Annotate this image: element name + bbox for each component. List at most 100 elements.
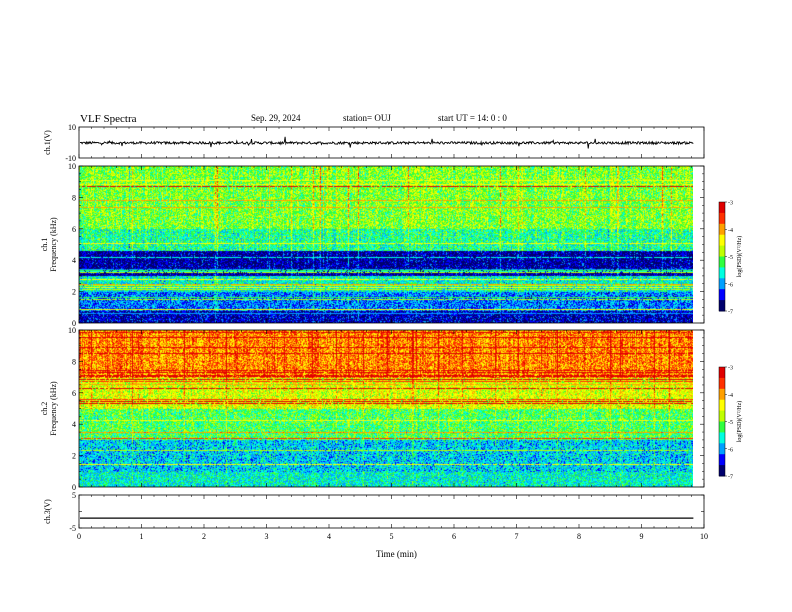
colorbar-segment bbox=[719, 390, 725, 393]
ch3-ytick-label: 2 bbox=[72, 452, 76, 461]
colorbar-segment bbox=[719, 209, 725, 212]
x-tick-label: 0 bbox=[77, 532, 81, 541]
colorbar-segment bbox=[719, 300, 725, 303]
colorbar-segment bbox=[719, 436, 725, 439]
colorbar-segment bbox=[719, 416, 725, 419]
x-tick-label: 4 bbox=[327, 532, 331, 541]
colorbar-segment bbox=[719, 303, 725, 307]
colorbar-segment bbox=[719, 445, 725, 448]
colorbar-tick-label: -6 bbox=[728, 282, 733, 288]
colorbar-segment bbox=[719, 265, 725, 268]
spectrogram-ch2 bbox=[79, 166, 693, 323]
colorbar-segment bbox=[719, 392, 725, 395]
colorbar-segment bbox=[719, 205, 725, 208]
colorbar-segment bbox=[719, 452, 725, 455]
colorbar-segment bbox=[719, 457, 725, 461]
date-label: Sep. 29, 2024 bbox=[251, 113, 301, 123]
colorbar-segment bbox=[719, 281, 725, 285]
colorbar-segment bbox=[719, 370, 725, 373]
colorbar-segment bbox=[719, 278, 725, 281]
colorbar-segment bbox=[719, 218, 725, 221]
colorbar-segment bbox=[719, 386, 725, 390]
colorbar-segment bbox=[719, 296, 725, 299]
colorbar-segment bbox=[719, 446, 725, 450]
ch3-y-axis-label: ch.3(V) bbox=[43, 499, 52, 524]
chart-title: VLF Spectra bbox=[80, 113, 137, 125]
colorbar-segment bbox=[719, 368, 725, 372]
colorbar-segment bbox=[719, 414, 725, 417]
ch3-ytick-label: -5 bbox=[69, 524, 76, 533]
ch2-ytick-label: 2 bbox=[72, 288, 76, 297]
colorbar-segment bbox=[719, 437, 725, 441]
x-tick-label: 6 bbox=[452, 532, 456, 541]
colorbar-segment bbox=[719, 280, 725, 283]
colorbar-segment bbox=[719, 376, 725, 379]
colorbar-segment bbox=[719, 258, 725, 261]
ch3-ytick-label: 10 bbox=[68, 326, 76, 335]
colorbar-segment bbox=[719, 430, 725, 433]
ch3-panel-label: ch.2 bbox=[40, 402, 49, 416]
ch2-panel-label: ch.1 bbox=[40, 238, 49, 252]
colorbar-segment bbox=[719, 245, 725, 248]
colorbar-segment bbox=[719, 468, 725, 472]
colorbar-segment bbox=[719, 439, 725, 442]
colorbar-segment bbox=[719, 232, 725, 236]
colorbar-segment bbox=[719, 229, 725, 232]
colorbar-segment bbox=[719, 272, 725, 276]
x-tick-label: 10 bbox=[700, 532, 708, 541]
colorbar-tick-label: -6 bbox=[728, 447, 733, 453]
colorbar-segment bbox=[719, 220, 725, 223]
ch1-ytick-label: 10 bbox=[68, 123, 76, 132]
x-tick-label: 5 bbox=[390, 532, 394, 541]
colorbar-segment bbox=[719, 202, 725, 205]
colorbar-segment bbox=[719, 231, 725, 234]
spectrogram-canvas bbox=[79, 330, 693, 487]
ch1-y-axis-label: ch.1(V) bbox=[43, 130, 52, 155]
colorbar-tick-label: -7 bbox=[728, 475, 733, 481]
colorbar-segment bbox=[719, 294, 725, 297]
colorbar-tick-label: -4 bbox=[728, 228, 733, 234]
colorbar-segment bbox=[719, 465, 725, 468]
spectrogram-canvas bbox=[79, 166, 693, 323]
colorbar-segment bbox=[719, 240, 725, 243]
ch3-ytick-label: 4 bbox=[72, 420, 76, 429]
colorbar-segment bbox=[719, 441, 725, 444]
colorbar-segment bbox=[719, 256, 725, 259]
colorbar-segment bbox=[719, 285, 725, 288]
colorbar-segment bbox=[719, 269, 725, 272]
colorbar-segment bbox=[719, 372, 725, 375]
colorbar-segment bbox=[719, 385, 725, 388]
colorbar-segment bbox=[719, 254, 725, 257]
x-tick-label: 7 bbox=[515, 532, 519, 541]
colorbar-segment bbox=[719, 472, 725, 475]
colorbar-segment bbox=[719, 443, 725, 446]
colorbar-segment bbox=[719, 417, 725, 421]
colorbar-segment bbox=[719, 428, 725, 432]
colorbar-segment bbox=[719, 383, 725, 386]
colorbar-segment bbox=[719, 267, 725, 270]
colorbar-tick-label: -3 bbox=[728, 201, 733, 207]
ch2-ytick-label: 0 bbox=[72, 319, 76, 328]
colorbar-segment bbox=[719, 216, 725, 219]
x-tick-label: 2 bbox=[202, 532, 206, 541]
colorbar-segment bbox=[719, 291, 725, 294]
x-tick-label: 9 bbox=[640, 532, 644, 541]
colorbar-segment bbox=[719, 263, 725, 267]
colorbar-segment bbox=[719, 423, 725, 426]
colorbar-segment bbox=[719, 251, 725, 254]
ch3-ytick-label: 0 bbox=[72, 483, 76, 492]
colorbar-segment bbox=[719, 394, 725, 397]
colorbar-segment bbox=[719, 421, 725, 424]
colorbar-segment bbox=[719, 450, 725, 453]
colorbar-segment bbox=[719, 212, 725, 216]
colorbar-segment bbox=[719, 434, 725, 437]
x-tick-label: 3 bbox=[265, 532, 269, 541]
colorbar-segment bbox=[719, 466, 725, 470]
colorbar-segment bbox=[719, 388, 725, 392]
colorbar-segment bbox=[719, 287, 725, 290]
colorbar-segment bbox=[719, 474, 725, 477]
colorbar-segment bbox=[719, 283, 725, 287]
colorbar-tick-label: -5 bbox=[728, 255, 733, 261]
colorbar-segment bbox=[719, 377, 725, 381]
colorbar-segment bbox=[719, 274, 725, 277]
